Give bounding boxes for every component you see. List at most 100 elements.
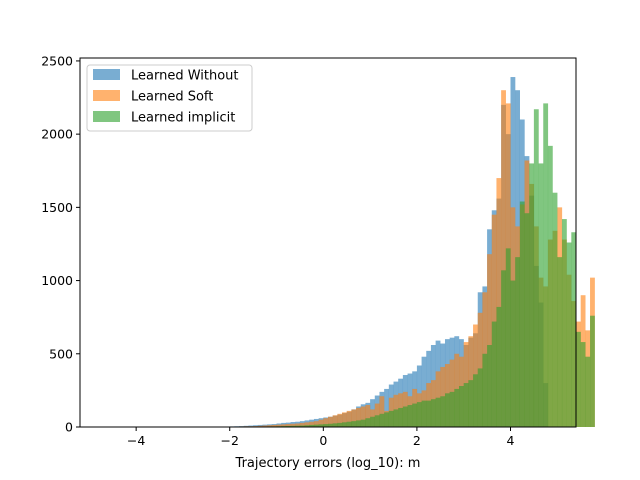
histogram-bar <box>323 418 329 427</box>
histogram-bar <box>402 406 408 427</box>
y-tick-label: 2000 <box>41 127 73 142</box>
x-tick-label: 4 <box>507 433 515 448</box>
histogram-bar <box>533 109 539 427</box>
histogram-bar <box>309 421 315 427</box>
histogram-bar <box>290 425 296 427</box>
histogram-bar <box>416 402 422 427</box>
y-axis: 0 500 1000 1500 2000 2500 <box>41 53 80 435</box>
histogram-bar <box>281 424 287 427</box>
histogram-bar <box>295 423 301 427</box>
legend-box <box>86 64 253 132</box>
histogram-bar <box>557 257 563 427</box>
histogram-bar <box>547 145 553 428</box>
histogram-bar <box>473 374 478 427</box>
histogram-bar <box>379 413 385 427</box>
legend-label: Learned Soft <box>131 90 213 105</box>
histogram-bar <box>285 424 291 427</box>
histogram-bar <box>328 423 333 427</box>
histogram-bar <box>576 331 581 427</box>
histogram-bar <box>313 424 319 427</box>
histogram-bar <box>332 415 338 427</box>
series-2 <box>229 103 595 428</box>
histogram-bar <box>318 424 324 427</box>
histogram-bar <box>487 345 492 427</box>
histogram-bar <box>271 424 277 427</box>
histogram-bar <box>262 425 268 427</box>
legend-swatch <box>93 111 120 122</box>
histogram-bar <box>444 393 450 427</box>
histogram-bar <box>487 254 492 427</box>
histogram-bar <box>323 424 329 427</box>
histogram-bar <box>342 422 347 427</box>
histogram-bar <box>412 403 418 427</box>
histogram-bar <box>449 391 455 427</box>
histogram-bar <box>463 383 469 427</box>
histogram-bar <box>496 306 502 427</box>
histogram-bar <box>491 214 497 427</box>
y-tick-label: 500 <box>49 346 73 361</box>
histogram-bar <box>515 257 520 427</box>
histogram-bar <box>552 192 558 427</box>
legend-label: Learned Without <box>131 69 239 84</box>
histogram-bar <box>285 425 291 427</box>
histogram-bar <box>501 270 506 427</box>
histogram-bar <box>360 406 366 427</box>
histogram-bar <box>374 415 380 427</box>
histogram-bar <box>351 421 357 427</box>
histogram-bar <box>482 353 488 427</box>
histogram-bar <box>346 421 352 427</box>
x-tick-label: −4 <box>127 433 145 448</box>
histogram-bar <box>580 342 586 427</box>
histogram-bar <box>342 412 347 427</box>
legend-swatch <box>93 69 120 80</box>
histogram-bar <box>543 103 549 427</box>
histogram-bar <box>454 388 460 427</box>
histogram-bar <box>313 421 319 427</box>
histogram-bar <box>421 400 427 427</box>
histogram-bar <box>304 425 310 427</box>
histogram-bar <box>379 396 385 427</box>
legend-label: Learned implicit <box>131 111 235 126</box>
histogram-bar <box>529 163 535 427</box>
y-tick-label: 0 <box>65 420 73 435</box>
histogram-bar <box>360 419 366 427</box>
histogram-bar <box>374 403 380 427</box>
histogram-bar <box>505 248 511 427</box>
histogram-bar <box>290 423 296 427</box>
histogram-bar <box>501 90 506 428</box>
histogram-bar <box>257 425 263 427</box>
histogram-bar <box>538 163 544 427</box>
histogram-bar <box>590 315 595 427</box>
histogram-bar <box>561 219 567 427</box>
bars-layer <box>182 77 595 428</box>
histogram-bar <box>388 410 394 427</box>
histogram-bar <box>440 396 446 427</box>
histogram-bar <box>384 388 389 427</box>
histogram-bar <box>318 419 324 427</box>
histogram-bar <box>370 416 375 427</box>
histogram-bar <box>524 213 530 427</box>
histogram-bar <box>309 424 315 427</box>
histogram-bar <box>407 405 413 427</box>
histogram-bar <box>332 423 338 427</box>
histogram-bar <box>384 412 389 427</box>
histogram-bar <box>468 380 474 427</box>
histogram-bar <box>510 280 516 427</box>
histogram-bar <box>496 178 502 427</box>
histogram-bar <box>328 416 333 427</box>
histogram-bar <box>276 424 282 427</box>
histogram-bar <box>459 386 464 427</box>
histogram-bar <box>477 368 483 427</box>
histogram-bar <box>267 425 272 427</box>
y-tick-label: 1500 <box>41 200 73 215</box>
histogram-bar <box>430 399 436 427</box>
y-tick-label: 1000 <box>41 273 73 288</box>
histogram-bar <box>299 425 305 427</box>
histogram-bar <box>299 422 305 427</box>
legend: Learned Without Learned Soft Learned impli… <box>86 64 253 132</box>
histogram-bar <box>393 409 399 427</box>
histogram-bar <box>337 422 343 427</box>
legend-swatch <box>93 90 120 101</box>
plot-frame <box>79 57 577 428</box>
